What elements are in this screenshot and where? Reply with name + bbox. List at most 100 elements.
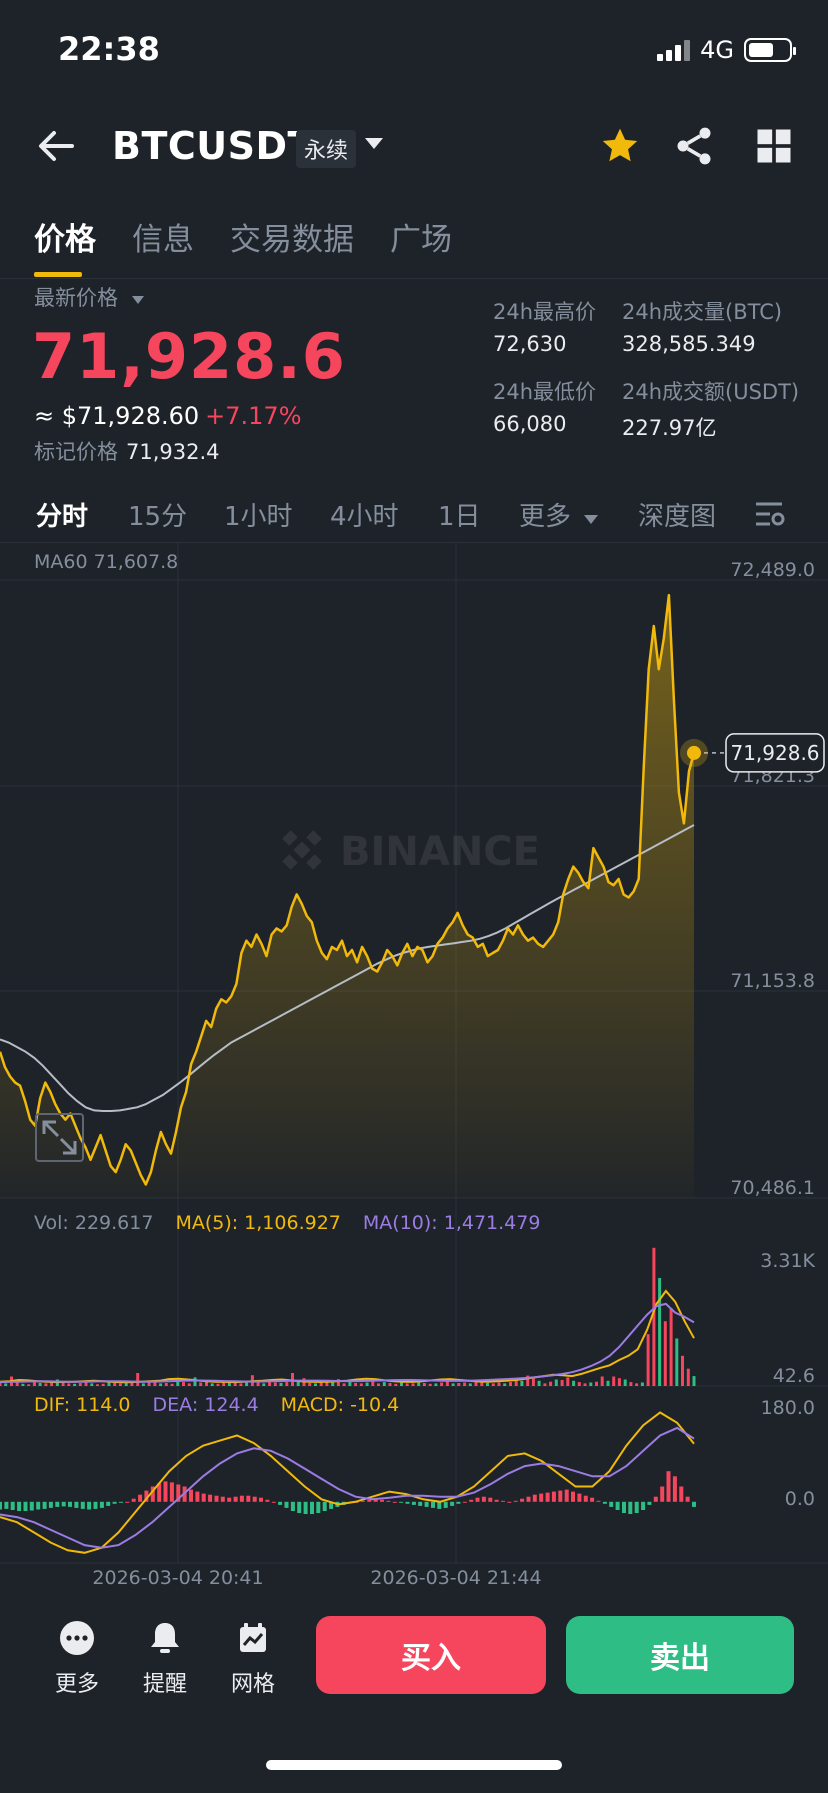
- home-indicator[interactable]: [266, 1760, 562, 1770]
- usd-value: ≈ $71,928.60: [34, 402, 200, 430]
- volume-bar: [187, 1383, 191, 1386]
- interval-15m[interactable]: 15分: [128, 502, 188, 532]
- volume-bar: [205, 1380, 208, 1386]
- vol-btc-label: 24h成交量(BTC): [622, 300, 783, 324]
- tab-info[interactable]: 信息: [132, 222, 194, 258]
- volume-bar: [457, 1383, 461, 1386]
- interval-1h[interactable]: 1小时: [224, 502, 293, 532]
- macd-bar: [373, 1499, 378, 1502]
- interval-timeshare[interactable]: 分时: [36, 502, 89, 532]
- volume-bar: [273, 1382, 277, 1386]
- macd-bar: [112, 1501, 117, 1504]
- expand-icon: [42, 1120, 77, 1155]
- high-24h-label: 24h最高价: [493, 300, 597, 324]
- macd-bar: [558, 1490, 563, 1502]
- symbol-title[interactable]: BTCUSDT: [112, 124, 314, 168]
- bell-icon: [151, 1623, 179, 1653]
- macd-bar: [532, 1494, 537, 1502]
- macd-bar: [169, 1482, 174, 1502]
- kline-chart[interactable]: BINANCE MA60 71,607.8 72,489.0 71,821.3 …: [0, 543, 828, 1590]
- macd-bar: [214, 1495, 219, 1502]
- macd-bar: [475, 1497, 480, 1502]
- macd-bar: [93, 1501, 98, 1509]
- volume-bar: [692, 1376, 696, 1386]
- share-icon: [677, 127, 711, 165]
- macd-bar: [278, 1501, 283, 1505]
- volume-bar: [681, 1355, 684, 1386]
- macd-bar: [271, 1501, 276, 1503]
- interval-1d[interactable]: 1日: [438, 502, 481, 532]
- low-24h-label: 24h最低价: [493, 380, 597, 404]
- volume-bar: [635, 1383, 639, 1386]
- back-button[interactable]: [34, 124, 78, 168]
- macd-bar: [106, 1501, 111, 1506]
- share-button[interactable]: [672, 124, 716, 168]
- vol-ma10-legend: MA(10): 1,471.479: [363, 1212, 541, 1234]
- macd-bar: [0, 1501, 2, 1510]
- expand-chart-button[interactable]: [35, 1113, 84, 1162]
- grid-trading-button[interactable]: 网格: [218, 1620, 288, 1698]
- macd-bar: [609, 1501, 614, 1507]
- macd-bar: [469, 1499, 474, 1502]
- depth-chart-tab[interactable]: 深度图: [638, 502, 717, 532]
- mark-price-row: 标记价格 71,932.4: [34, 436, 220, 466]
- volume-bar: [50, 1382, 54, 1386]
- macd-dif-legend: DIF: 114.0: [34, 1394, 131, 1416]
- alert-button[interactable]: 提醒: [130, 1620, 200, 1698]
- volume-bar: [440, 1382, 444, 1386]
- volume-bar: [520, 1380, 524, 1386]
- volume-bar: [428, 1383, 432, 1386]
- chart-settings-button[interactable]: [754, 500, 786, 534]
- macd-bar: [488, 1497, 493, 1502]
- macd-bar: [456, 1501, 461, 1504]
- macd-bar: [418, 1501, 423, 1506]
- macd-dea-line: [0, 1426, 695, 1549]
- tab-square[interactable]: 广场: [390, 222, 452, 258]
- volume-bar: [480, 1381, 484, 1386]
- macd-bar: [692, 1501, 696, 1507]
- volume-bar: [491, 1383, 495, 1386]
- interval-bar: 分时 15分 1小时 4小时 1日 更多 深度图: [0, 496, 828, 542]
- buy-button[interactable]: 买入: [316, 1616, 546, 1694]
- macd-bar: [189, 1489, 193, 1502]
- macd-bar: [99, 1501, 104, 1508]
- macd-dea-legend: DEA: 124.4: [153, 1394, 259, 1416]
- volume-bar: [463, 1382, 467, 1386]
- macd-bar: [647, 1501, 652, 1505]
- vol-legend: Vol: 229.617: [34, 1212, 153, 1234]
- binance-watermark: BINANCE: [282, 829, 540, 875]
- volume-bar: [285, 1382, 289, 1386]
- volume-bar: [342, 1383, 346, 1386]
- macd-bar: [367, 1499, 372, 1502]
- volume-bar: [572, 1380, 576, 1386]
- macd-bar: [450, 1501, 455, 1506]
- macd-bar: [284, 1501, 289, 1508]
- bottom-action-bar: 更多 提醒 网格 买入 卖出: [0, 1590, 828, 1700]
- macd-bar: [125, 1501, 130, 1503]
- favorite-button[interactable]: [598, 124, 642, 168]
- volume-bar: [182, 1382, 185, 1386]
- layout-grid-button[interactable]: [752, 124, 796, 168]
- macd-bar: [61, 1501, 66, 1507]
- sell-button[interactable]: 卖出: [566, 1616, 794, 1694]
- macd-bar: [131, 1498, 136, 1502]
- latest-price-selector[interactable]: 最新价格: [34, 282, 145, 312]
- more-button[interactable]: 更多: [42, 1620, 112, 1698]
- macd-bar: [201, 1493, 206, 1502]
- macd-bar: [227, 1497, 232, 1502]
- symbol-dropdown-button[interactable]: [364, 136, 384, 155]
- macd-bar: [4, 1501, 9, 1509]
- macd-bar: [42, 1501, 47, 1509]
- volume-bar: [199, 1382, 203, 1386]
- volume-bar: [394, 1383, 398, 1386]
- macd-y-tick-1: 0.0: [785, 1488, 815, 1510]
- macd-bar: [596, 1500, 601, 1502]
- volume-bar: [612, 1376, 616, 1386]
- tab-price[interactable]: 价格: [34, 222, 96, 258]
- tab-trading-data[interactable]: 交易数据: [230, 222, 354, 258]
- macd-bar: [666, 1471, 671, 1502]
- interval-more[interactable]: 更多: [519, 496, 599, 533]
- battery-icon: [744, 38, 796, 62]
- interval-4h[interactable]: 4小时: [330, 502, 399, 532]
- tabs-divider: [0, 278, 828, 279]
